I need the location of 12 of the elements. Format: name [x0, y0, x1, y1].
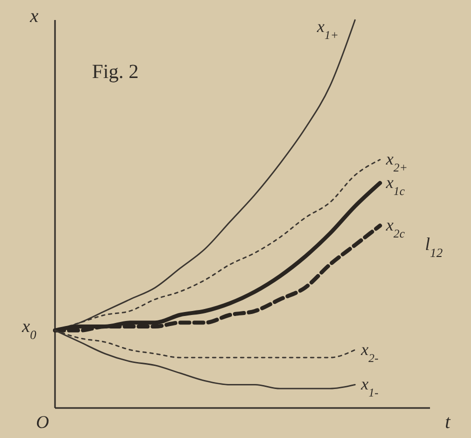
series-label: x$_{1c}$	[385, 172, 406, 198]
x-axis-title: t	[445, 412, 451, 433]
series-label: x$_{1-}$	[360, 374, 378, 400]
series-label: x$_{2-}$	[360, 340, 378, 365]
annotation: l$_{12}$	[425, 234, 444, 260]
text: O	[36, 412, 49, 432]
text: Fig. 2	[92, 61, 139, 83]
text: x$_{0}$	[21, 316, 37, 342]
series-label: x$_{2c}$	[385, 216, 406, 241]
series-label: x$_{2+}$	[385, 150, 408, 175]
y-axis-title: x	[29, 6, 39, 27]
series-label: x$_{1+}$	[316, 17, 339, 42]
